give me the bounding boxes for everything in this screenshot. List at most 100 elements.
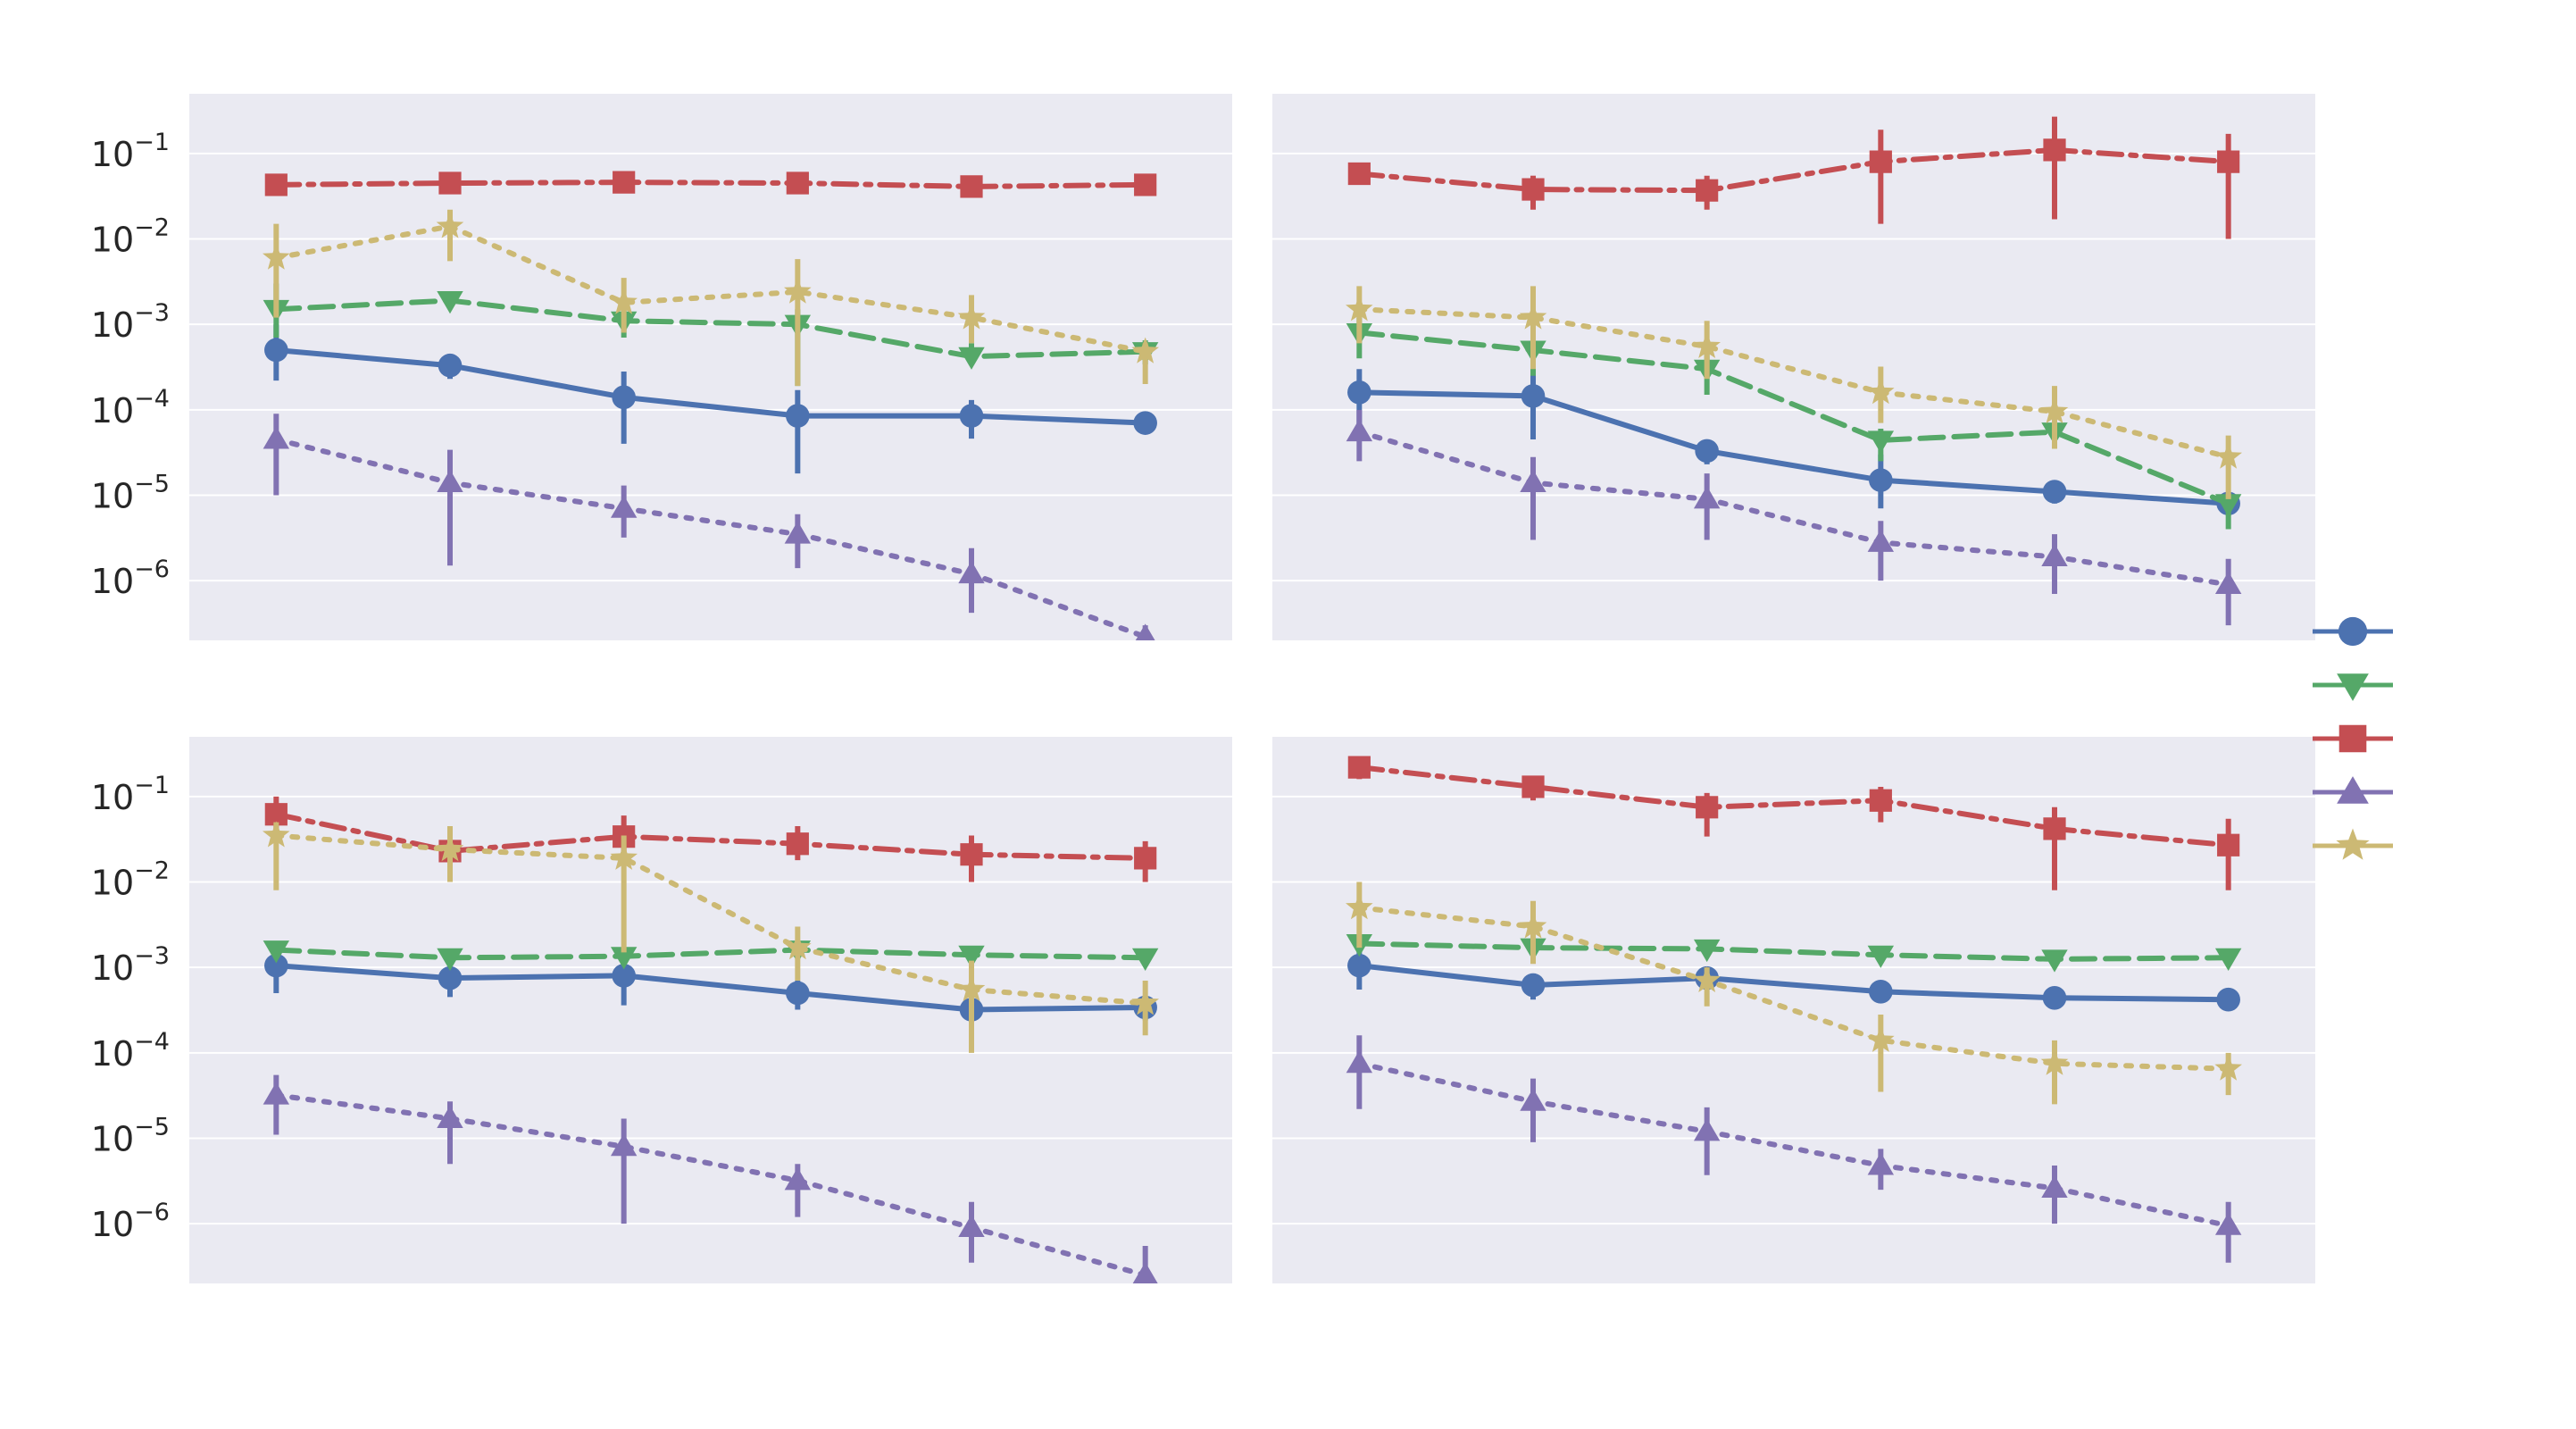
series-line <box>273 297 1148 360</box>
series-onpolicy <box>263 414 1155 640</box>
data-point <box>264 803 288 826</box>
series-slate <box>263 821 1159 1053</box>
series-line <box>1356 940 2231 962</box>
chart-panel-4 <box>1272 737 2315 1283</box>
data-point <box>2214 1212 2242 1235</box>
data-point <box>957 303 986 330</box>
data-point <box>1869 150 1892 173</box>
data-point <box>2214 494 2242 517</box>
y-tick-label: 10−5 <box>91 1113 170 1158</box>
data-point <box>1867 430 1895 454</box>
data-point <box>2041 949 2068 973</box>
data-point <box>1346 295 1373 322</box>
data-point <box>2216 987 2240 1012</box>
data-point <box>263 940 290 964</box>
series-wips <box>1347 756 2240 890</box>
data-point <box>1132 1262 1158 1283</box>
data-point <box>612 964 636 988</box>
legend-item-cme <box>2313 616 2393 647</box>
data-point <box>1693 486 1721 509</box>
data-point <box>1867 1152 1895 1175</box>
series-line <box>1356 306 2231 460</box>
data-point <box>437 291 463 314</box>
data-point <box>2041 543 2068 566</box>
data-point <box>960 843 983 866</box>
series-cme <box>1347 369 2240 516</box>
chart-panel-2 <box>1272 94 2315 640</box>
series-slate <box>1346 286 2242 499</box>
data-point <box>2214 571 2242 595</box>
data-point <box>2041 1174 2068 1198</box>
y-tick-label: 10−4 <box>91 385 170 430</box>
data-point <box>612 385 636 410</box>
legend <box>2313 616 2393 860</box>
data-point <box>1521 775 1545 798</box>
series-line <box>273 347 1148 426</box>
data-point <box>264 953 288 978</box>
plot-background <box>189 94 1232 640</box>
chart-panel-1: 10−6 10−5 10−4 10−3 10−2 10−1 <box>91 94 1232 640</box>
data-point <box>2042 480 2067 504</box>
data-point <box>1693 939 1721 963</box>
series-slate <box>263 209 1159 387</box>
data-point <box>264 338 288 363</box>
y-tick-label: 10−3 <box>91 942 170 988</box>
data-point <box>1346 418 1373 442</box>
series-slate <box>1346 882 2242 1105</box>
data-point <box>786 404 810 428</box>
data-point <box>436 835 464 862</box>
data-point <box>610 947 638 970</box>
legend-item-direct <box>2313 673 2393 701</box>
data-point <box>957 974 986 1001</box>
data-point <box>958 560 985 584</box>
data-point <box>1869 980 1893 1004</box>
plot-area <box>263 171 1159 640</box>
data-point <box>438 353 463 378</box>
data-point <box>438 171 462 195</box>
data-point <box>1867 945 1895 968</box>
data-point <box>1520 1088 1546 1111</box>
data-point <box>784 1167 812 1191</box>
data-point <box>264 173 288 196</box>
data-point <box>1867 378 1895 405</box>
data-point <box>2214 442 2242 469</box>
data-point <box>1346 1050 1373 1074</box>
series-line <box>1356 765 2231 848</box>
data-point <box>959 404 984 428</box>
series-line <box>273 437 1148 639</box>
plot-area <box>263 796 1159 1283</box>
data-point <box>1521 384 1546 408</box>
legend-marker <box>2337 673 2369 701</box>
data-point <box>1134 173 1157 196</box>
data-point <box>1519 303 1547 330</box>
legend-item-wips <box>2313 724 2393 753</box>
series-onpolicy <box>1346 409 2242 626</box>
y-tick-label: 10−4 <box>91 1028 170 1074</box>
data-point <box>263 1082 290 1105</box>
data-point <box>1135 623 1155 640</box>
series-line <box>273 180 1148 189</box>
data-point <box>786 171 809 195</box>
data-point <box>263 426 290 449</box>
data-point <box>610 843 638 870</box>
data-point <box>1693 331 1721 358</box>
series-onpolicy <box>263 1074 1158 1283</box>
series-line <box>1356 429 2231 588</box>
data-point <box>437 948 463 971</box>
data-point <box>1519 912 1547 939</box>
legend-item-slate <box>2313 828 2393 860</box>
series-cme <box>264 945 1157 1024</box>
data-point <box>784 521 812 544</box>
data-point <box>958 1214 985 1238</box>
series-line <box>1356 1060 2231 1229</box>
series-line <box>273 1092 1148 1278</box>
data-point <box>263 243 290 270</box>
data-point <box>2217 833 2240 857</box>
data-point <box>960 175 983 198</box>
series-direct <box>263 940 1159 971</box>
data-point <box>1131 948 1159 971</box>
series-line <box>1356 963 2231 1003</box>
data-point <box>610 1133 638 1157</box>
data-point <box>2214 948 2242 971</box>
